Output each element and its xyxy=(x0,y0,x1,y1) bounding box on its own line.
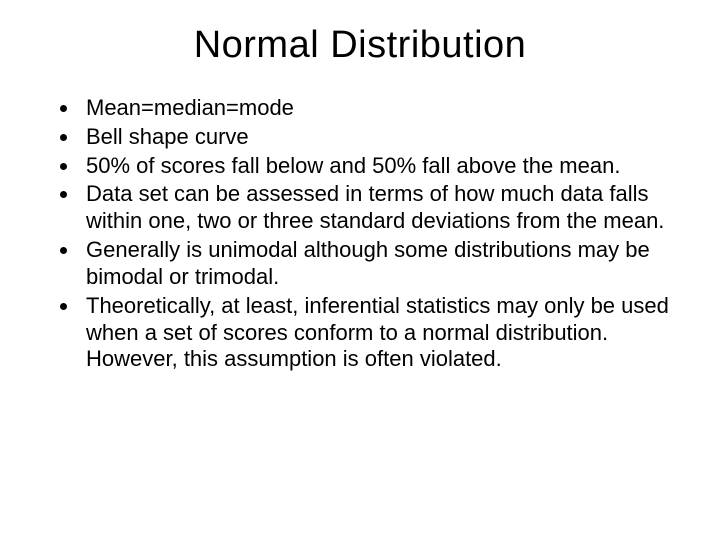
list-item: 50% of scores fall below and 50% fall ab… xyxy=(80,153,680,180)
list-item: Mean=median=mode xyxy=(80,95,680,122)
slide-title: Normal Distribution xyxy=(40,24,680,67)
bullet-list: Mean=median=mode Bell shape curve 50% of… xyxy=(40,95,680,373)
slide: Normal Distribution Mean=median=mode Bel… xyxy=(0,0,720,540)
list-item: Bell shape curve xyxy=(80,124,680,151)
list-item: Theoretically, at least, inferential sta… xyxy=(80,293,680,373)
list-item: Data set can be assessed in terms of how… xyxy=(80,181,680,235)
list-item: Generally is unimodal although some dist… xyxy=(80,237,680,291)
